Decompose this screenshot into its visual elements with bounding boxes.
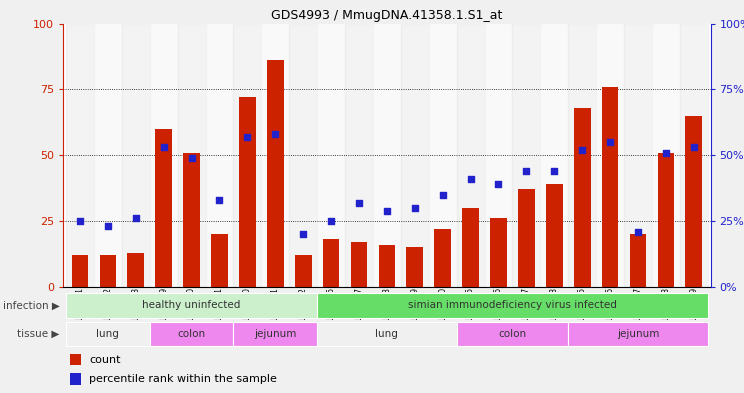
Bar <box>513 24 540 287</box>
Text: count: count <box>89 354 121 365</box>
Point <box>409 205 421 211</box>
Bar <box>602 87 618 287</box>
Bar <box>568 24 596 287</box>
Bar <box>546 184 562 287</box>
Bar <box>289 24 317 287</box>
Text: colon: colon <box>178 329 205 339</box>
Bar <box>350 242 368 287</box>
Bar <box>183 152 200 287</box>
Text: lung: lung <box>97 329 119 339</box>
Bar <box>462 208 479 287</box>
Bar <box>234 321 317 347</box>
Bar <box>66 293 317 318</box>
Bar <box>457 321 568 347</box>
Point <box>576 147 588 153</box>
Point <box>269 131 281 137</box>
Point <box>158 144 170 151</box>
Text: colon: colon <box>498 329 527 339</box>
Bar <box>518 189 535 287</box>
Bar <box>629 234 647 287</box>
Point <box>520 168 532 174</box>
Bar <box>150 24 178 287</box>
Point <box>687 144 699 151</box>
Point <box>381 208 393 214</box>
Bar <box>484 24 513 287</box>
Bar <box>122 24 150 287</box>
Bar <box>401 24 429 287</box>
Bar <box>94 24 122 287</box>
Point <box>548 168 560 174</box>
Bar <box>205 24 234 287</box>
Bar <box>490 219 507 287</box>
Text: healthy uninfected: healthy uninfected <box>142 300 241 310</box>
Point <box>74 218 86 224</box>
Bar <box>70 373 81 385</box>
Bar <box>624 24 652 287</box>
Bar <box>317 321 457 347</box>
Bar <box>652 24 680 287</box>
Point <box>186 155 198 161</box>
Point <box>353 200 365 206</box>
Point <box>437 191 449 198</box>
Bar <box>685 116 702 287</box>
Bar <box>379 245 395 287</box>
Bar <box>70 354 81 365</box>
Bar <box>323 239 339 287</box>
Bar <box>71 255 89 287</box>
Title: GDS4993 / MmugDNA.41358.1.S1_at: GDS4993 / MmugDNA.41358.1.S1_at <box>272 9 502 22</box>
Point <box>102 223 114 230</box>
Bar <box>150 321 234 347</box>
Bar <box>345 24 373 287</box>
Bar <box>267 61 283 287</box>
Point <box>325 218 337 224</box>
Point <box>632 228 644 235</box>
Point <box>493 181 504 187</box>
Bar <box>568 321 708 347</box>
Bar <box>406 248 423 287</box>
Bar <box>66 321 150 347</box>
Bar <box>239 97 256 287</box>
Point <box>214 197 225 203</box>
Text: tissue ▶: tissue ▶ <box>17 329 60 339</box>
Bar <box>540 24 568 287</box>
Bar <box>178 24 205 287</box>
Bar <box>211 234 228 287</box>
Bar <box>66 24 94 287</box>
Text: percentile rank within the sample: percentile rank within the sample <box>89 374 277 384</box>
Point <box>130 215 142 222</box>
Text: infection ▶: infection ▶ <box>3 300 60 310</box>
Bar <box>429 24 457 287</box>
Bar <box>155 129 172 287</box>
Bar <box>457 24 484 287</box>
Bar <box>127 253 144 287</box>
Point <box>604 139 616 145</box>
Bar <box>434 229 451 287</box>
Bar <box>680 24 708 287</box>
Point <box>660 149 672 156</box>
Bar <box>261 24 289 287</box>
Bar <box>317 24 345 287</box>
Bar <box>317 293 708 318</box>
Bar <box>373 24 401 287</box>
Bar <box>596 24 624 287</box>
Text: jejunum: jejunum <box>617 329 659 339</box>
Text: jejunum: jejunum <box>254 329 296 339</box>
Point <box>297 231 310 237</box>
Point <box>241 134 253 140</box>
Text: lung: lung <box>376 329 398 339</box>
Bar <box>574 108 591 287</box>
Bar <box>100 255 116 287</box>
Bar <box>234 24 261 287</box>
Point <box>464 176 476 182</box>
Bar <box>295 255 312 287</box>
Text: simian immunodeficiency virus infected: simian immunodeficiency virus infected <box>408 300 617 310</box>
Bar <box>658 152 674 287</box>
